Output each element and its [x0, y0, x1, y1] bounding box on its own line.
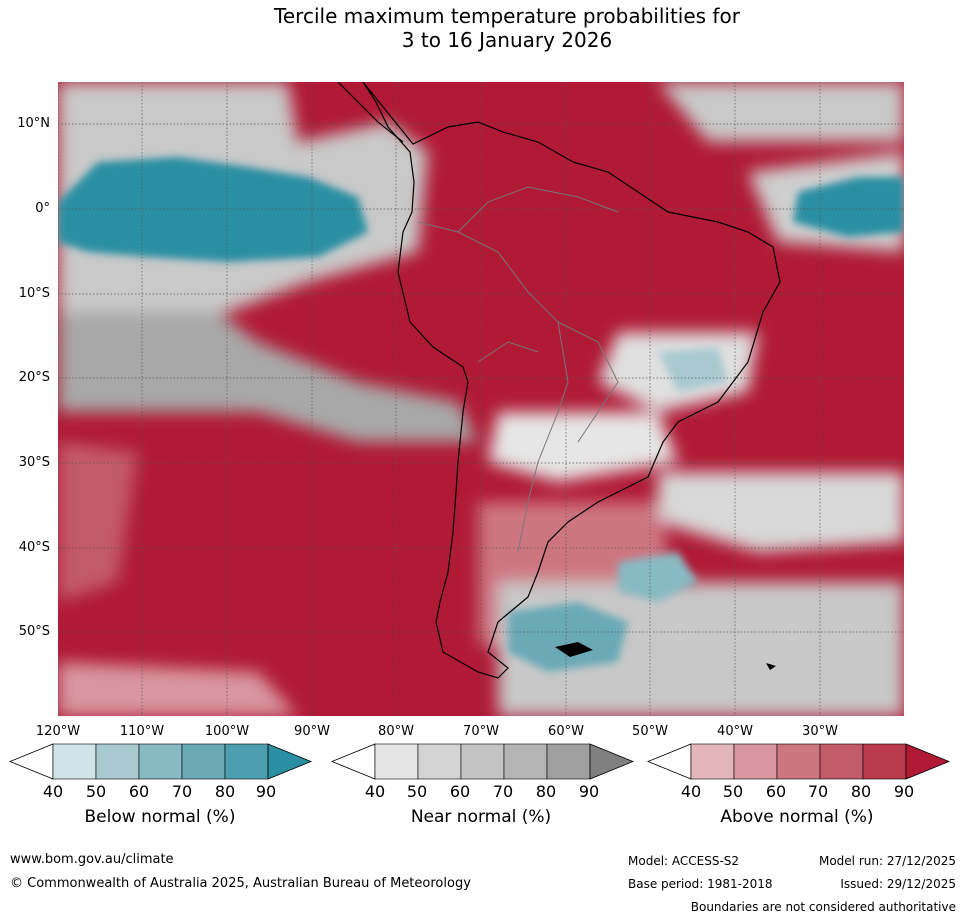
central-america-coastline [337, 82, 404, 143]
title-line-1: Tercile maximum temperature probabilitie… [274, 4, 740, 28]
lat-label-10s: 10°S [18, 286, 50, 301]
above-colorbar-extend-low [646, 743, 692, 780]
near-colorbar-band-5 [546, 743, 591, 780]
near-tick-40: 40 [364, 782, 386, 801]
below-tick-70: 70 [171, 782, 193, 801]
lat-label-0: 0° [35, 201, 50, 216]
near-tick-80: 80 [535, 782, 557, 801]
south-america-coastline [362, 82, 781, 679]
near-colorbar-band-1 [374, 743, 419, 780]
colorbars [8, 743, 951, 780]
above-normal-colorbar [646, 743, 951, 780]
model-name: Model: ACCESS-S2 [628, 854, 740, 868]
below-colorbar-band-2 [95, 743, 140, 780]
lat-label-50s: 50°S [18, 624, 50, 639]
below-colorbar-band-1 [52, 743, 97, 780]
base-period: Base period: 1981-2018 [628, 877, 773, 891]
lon-label-40w: 40°W [717, 724, 753, 739]
graticule [58, 82, 904, 716]
falkland-islands [555, 642, 593, 657]
near-tick-70: 70 [492, 782, 514, 801]
lat-label-10n: 10°N [17, 116, 50, 131]
above-colorbar-band-1 [690, 743, 735, 780]
near-tick-50: 50 [406, 782, 428, 801]
near-colorbar-band-3 [460, 743, 505, 780]
below-tick-80: 80 [214, 782, 236, 801]
south-georgia [766, 663, 776, 670]
lon-label-50w: 50°W [632, 724, 668, 739]
above-tick-50: 50 [722, 782, 744, 801]
near-normal-label: Near normal (%) [410, 807, 552, 827]
below-colorbar-extend-high [267, 743, 313, 780]
above-colorbar-band-4 [819, 743, 864, 780]
lon-label-100w: 100°W [204, 724, 250, 739]
lon-label-30w: 30°W [802, 724, 838, 739]
above-tick-70: 70 [807, 782, 829, 801]
lat-label-20s: 20°S [18, 370, 50, 385]
lon-label-60w: 60°W [548, 724, 584, 739]
above-tick-60: 60 [765, 782, 787, 801]
lon-label-120w: 120°W [35, 724, 81, 739]
near-colorbar-extend-high [589, 743, 635, 780]
map-svg [58, 82, 904, 716]
near-colorbar-extend-low [330, 743, 376, 780]
title-line-2: 3 to 16 January 2026 [401, 28, 613, 52]
mixed-probability-fields [58, 82, 904, 716]
above-normal-label: Above normal (%) [720, 807, 874, 827]
lon-label-80w: 80°W [378, 724, 414, 739]
below-colorbar-extend-low [8, 743, 54, 780]
near-colorbar-band-4 [503, 743, 548, 780]
model-run: Model run: 27/12/2025 [818, 854, 956, 868]
near-tick-90: 90 [578, 782, 600, 801]
probability-map [58, 82, 904, 716]
above-colorbar-band-5 [862, 743, 907, 780]
lon-label-90w: 90°W [294, 724, 330, 739]
above-colorbar-band-2 [733, 743, 778, 780]
below-colorbar-band-5 [224, 743, 269, 780]
below-colorbar-band-4 [181, 743, 226, 780]
lat-label-40s: 40°S [18, 540, 50, 555]
near-colorbar-band-2 [417, 743, 462, 780]
above-colorbar-band-3 [776, 743, 821, 780]
near-tick-60: 60 [449, 782, 471, 801]
above-tick-90: 90 [893, 782, 915, 801]
below-tick-90: 90 [255, 782, 277, 801]
below-normal-areas [58, 157, 904, 672]
copyright: © Commonwealth of Australia 2025, Austra… [10, 876, 471, 891]
below-normal-label: Below normal (%) [84, 807, 236, 827]
below-colorbar-band-3 [138, 743, 183, 780]
below-tick-60: 60 [128, 782, 150, 801]
lon-label-110w: 110°W [119, 724, 165, 739]
above-colorbar-extend-high [905, 743, 951, 780]
above-tick-80: 80 [850, 782, 872, 801]
map-title: Tercile maximum temperature probabilitie… [0, 4, 965, 52]
lat-label-30s: 30°S [18, 455, 50, 470]
below-normal-colorbar [8, 743, 313, 780]
above-tick-40: 40 [680, 782, 702, 801]
bom-url: www.bom.gov.au/climate [10, 852, 174, 867]
lon-label-70w: 70°W [463, 724, 499, 739]
issued-date: Issued: 29/12/2025 [840, 877, 956, 891]
below-tick-40: 40 [42, 782, 64, 801]
near-normal-colorbar [330, 743, 635, 780]
boundary-disclaimer: Boundaries are not considered authoritat… [690, 900, 956, 914]
country-borders [417, 186, 619, 553]
below-tick-50: 50 [85, 782, 107, 801]
